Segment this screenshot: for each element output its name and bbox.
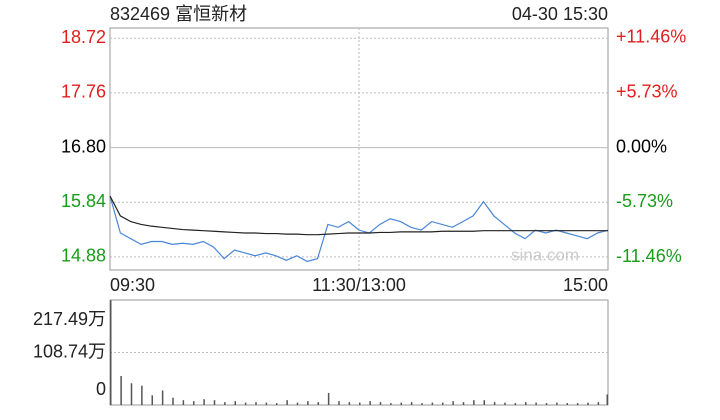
price-line: [109, 195, 609, 263]
volume-bar: [473, 400, 475, 405]
y2-tick-label: 0.00%: [616, 136, 667, 156]
volume-bar: [442, 402, 444, 405]
volume-bar: [327, 392, 330, 405]
x-tick-label: 15:00: [563, 275, 608, 295]
volume-bar: [379, 402, 382, 405]
volume-bar: [483, 400, 485, 405]
volume-bar: [576, 403, 579, 405]
volume-bar: [151, 395, 153, 405]
x-tick-label: 09:30: [110, 275, 155, 295]
volume-bar: [514, 403, 517, 405]
volume-bar: [224, 402, 226, 405]
volume-bar: [525, 402, 527, 405]
volume-bar: [182, 400, 185, 405]
y-tick-label: 16.80: [61, 136, 106, 156]
y-tick-label: 217.49万: [33, 309, 106, 329]
volume-bar: [172, 397, 174, 405]
volume-bar: [390, 403, 392, 405]
volume-bar: [110, 300, 112, 405]
timestamp: 04-30 15:30: [512, 4, 608, 24]
volume-bar: [193, 401, 195, 405]
volume-bar: [606, 394, 608, 405]
chart-title: 832469 富恒新材: [110, 4, 247, 24]
volume-bar: [213, 400, 216, 405]
volume-bar: [286, 400, 288, 405]
volume-bar: [244, 402, 247, 405]
volume-bar: [203, 399, 205, 405]
volume-bar: [317, 402, 319, 405]
volume-bar: [556, 402, 558, 405]
volume-bar: [493, 402, 496, 405]
volume-bar: [597, 402, 600, 405]
price-line: [109, 195, 608, 236]
x-tick-label: 11:30/13:00: [312, 275, 406, 295]
volume-bar: [400, 402, 402, 405]
volume-bar: [545, 403, 548, 405]
y2-tick-label: -5.73%: [616, 191, 673, 211]
volume-bar: [120, 376, 122, 405]
y-tick-label: 108.74万: [33, 341, 106, 361]
y2-tick-label: +5.73%: [616, 82, 678, 102]
volume-bar: [504, 402, 506, 405]
volume-bar: [255, 402, 257, 405]
volume-bar: [141, 385, 143, 405]
volume-bar: [265, 402, 268, 405]
volume-bar: [587, 402, 589, 405]
y2-tick-label: +11.46%: [616, 27, 686, 47]
y-tick-label: 14.88: [61, 246, 106, 266]
y2-tick-label: -11.46%: [616, 246, 682, 266]
volume-bar: [452, 401, 454, 405]
volume-bar: [431, 402, 434, 405]
volume-bar: [161, 390, 164, 405]
watermark: sina.com: [511, 245, 579, 264]
volume-bar: [276, 403, 278, 405]
volume-bar: [359, 402, 361, 405]
volume-bar: [338, 401, 340, 405]
volume-bar: [307, 401, 309, 405]
volume-bar: [410, 402, 413, 405]
y-tick-label: 17.76: [61, 82, 106, 102]
volume-bar: [462, 402, 465, 405]
y-tick-label: 0: [96, 379, 106, 399]
volume-bar: [130, 383, 133, 405]
volume-bar: [234, 401, 236, 405]
y-tick-label: 15.84: [61, 191, 106, 211]
volume-bar: [535, 402, 537, 405]
volume-bar: [566, 403, 568, 405]
y-tick-label: 18.72: [61, 27, 106, 47]
volume-bar: [421, 403, 423, 405]
volume-bar: [348, 402, 351, 405]
volume-bar: [369, 401, 371, 405]
volume-bar: [296, 402, 299, 405]
